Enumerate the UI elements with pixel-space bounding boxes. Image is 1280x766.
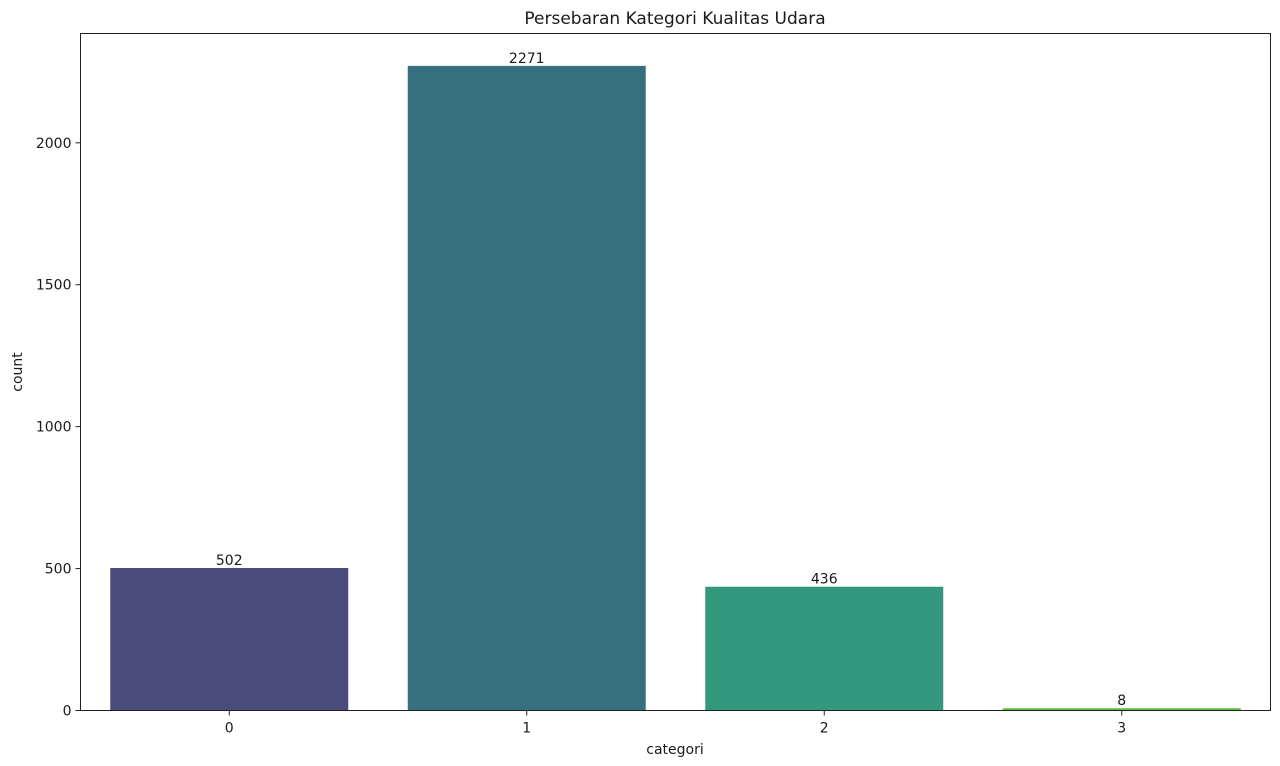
x-axis-label: categori bbox=[646, 742, 703, 758]
bar-3 bbox=[1002, 708, 1241, 711]
bar-2 bbox=[705, 586, 944, 711]
x-tick-label-0: 0 bbox=[225, 721, 234, 737]
x-tick-label-1: 1 bbox=[522, 721, 531, 737]
bars-group bbox=[110, 65, 1241, 711]
data-label-1: 2271 bbox=[509, 51, 545, 67]
bar-data-labels: 502 2271 436 8 bbox=[216, 51, 1126, 709]
y-tick-label-1500: 1500 bbox=[36, 278, 72, 294]
plot-frame bbox=[80, 33, 1271, 711]
y-axis-label: count bbox=[10, 352, 26, 392]
data-label-0: 502 bbox=[216, 553, 243, 569]
x-tick-label-3: 3 bbox=[1117, 721, 1126, 737]
bar-0 bbox=[110, 568, 349, 711]
data-label-3: 8 bbox=[1117, 693, 1126, 709]
y-tick-label-1000: 1000 bbox=[36, 420, 72, 436]
y-tick-label-0: 0 bbox=[63, 704, 72, 720]
y-tick-label-2000: 2000 bbox=[36, 136, 72, 152]
chart-title: Persebaran Kategori Kualitas Udara bbox=[524, 9, 825, 29]
y-tick-label-500: 500 bbox=[45, 562, 72, 578]
y-axis: 0 500 1000 1500 2000 bbox=[36, 136, 81, 720]
data-label-2: 436 bbox=[811, 572, 838, 588]
x-tick-label-2: 2 bbox=[820, 721, 829, 737]
x-axis: 0 1 2 3 bbox=[225, 710, 1126, 737]
bar-1 bbox=[407, 65, 646, 711]
